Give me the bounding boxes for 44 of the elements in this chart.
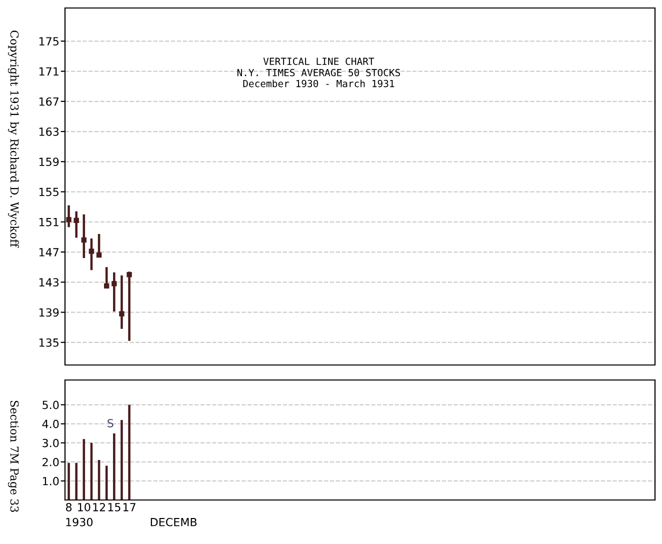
y-tick-label: 175 (39, 37, 58, 46)
point (96, 252, 102, 258)
bar (113, 272, 116, 312)
y-tick-label: 159 (39, 158, 59, 166)
x-tick-label: 15 (108, 503, 120, 512)
y-tick-label: 155 (39, 188, 58, 196)
bar (128, 404, 130, 500)
x-tick-label: 10 (78, 502, 90, 512)
bar (75, 462, 78, 500)
bar (128, 272, 130, 341)
y-tick-label: 1.0 (42, 476, 59, 486)
point (104, 283, 110, 289)
x-tick-label: 17 (123, 503, 136, 512)
point (126, 272, 132, 278)
point (88, 248, 94, 254)
y-tick-label: 2.0 (42, 458, 59, 466)
y-tick-label: 147 (39, 248, 58, 256)
text: Section 7M Page 33 (8, 400, 19, 512)
point (66, 217, 72, 222)
x-tick-label: 8 (66, 502, 72, 512)
x-axis-title: 1930 DECEMB (66, 518, 197, 526)
y-tick-label: 3.0 (42, 438, 59, 448)
x-tick-label: 12 (93, 502, 105, 512)
point (119, 311, 124, 316)
bar (120, 420, 123, 500)
y-tick-label: 167 (39, 97, 58, 106)
y-tick-label: 4.0 (42, 420, 59, 428)
y-tick-label: 5.0 (42, 400, 59, 410)
y-tick-label: 135 (39, 338, 58, 347)
annotation: S (108, 418, 114, 428)
y-tick-label: 151 (39, 218, 58, 226)
bar (120, 275, 123, 329)
text: VERTICAL LINE CHART (263, 58, 374, 66)
bar (68, 462, 70, 500)
y-tick-label: 143 (39, 278, 59, 287)
y-tick-label: 171 (39, 67, 58, 76)
point (112, 281, 117, 286)
text: N.Y. TIMES AVERAGE 50 STOCKS December 1930 - March 1931 (237, 68, 400, 88)
point (74, 218, 79, 223)
text: Copyright 1931 by Richard D. Wyckoff (8, 30, 19, 248)
point (81, 237, 87, 243)
y-tick-label: 163 (39, 127, 59, 136)
y-tick-label: 139 (39, 308, 59, 317)
bar (113, 433, 116, 500)
